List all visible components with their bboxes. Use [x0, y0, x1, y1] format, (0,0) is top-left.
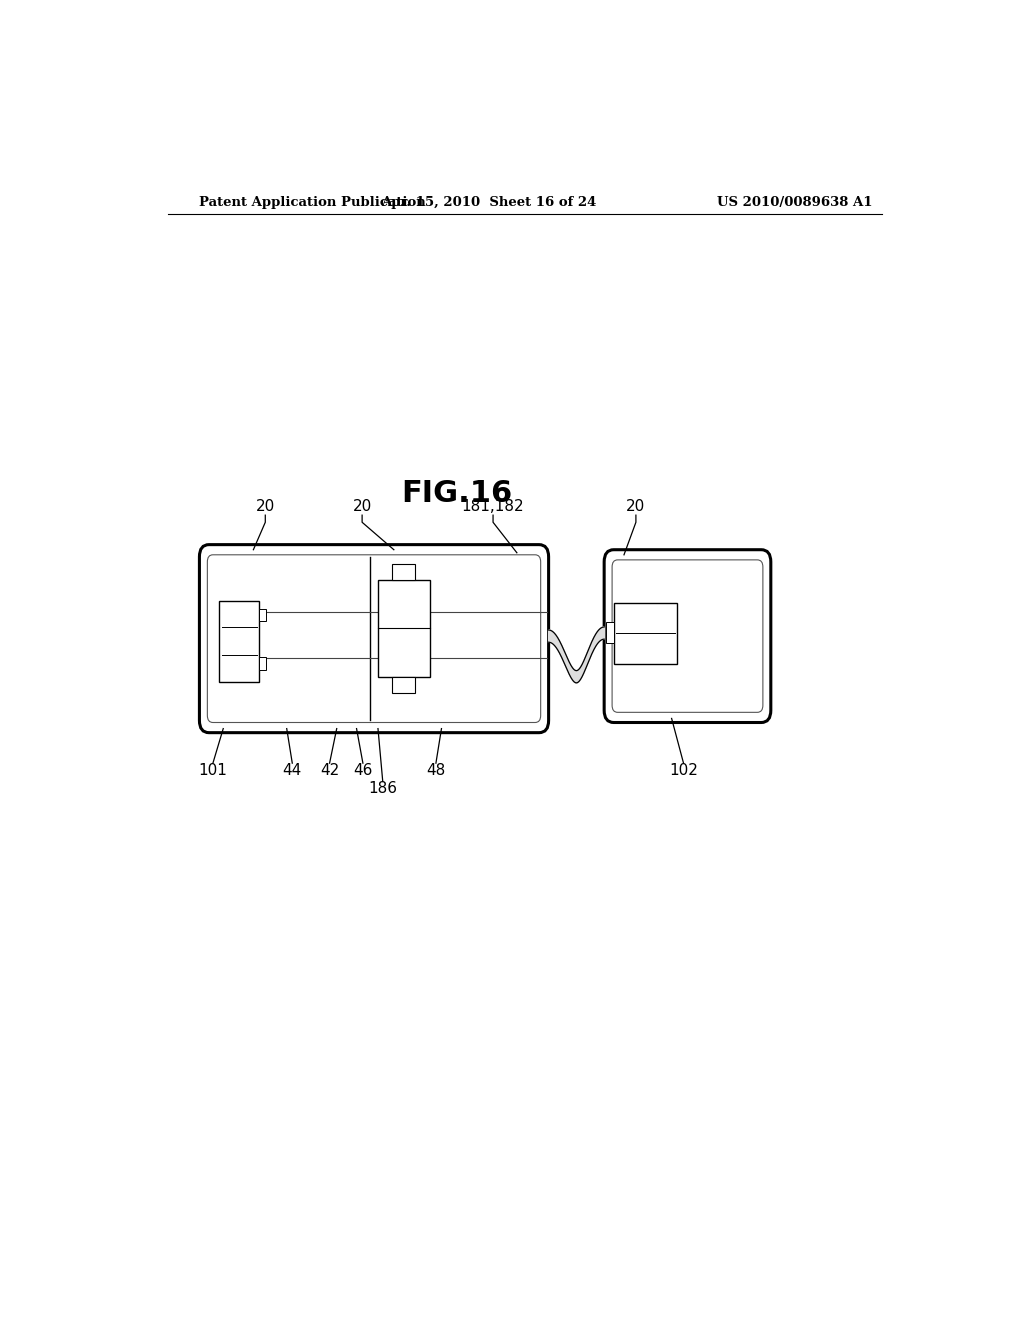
- FancyBboxPatch shape: [200, 545, 549, 733]
- Text: 102: 102: [669, 763, 698, 779]
- Text: 186: 186: [369, 781, 397, 796]
- Text: 44: 44: [283, 763, 302, 779]
- Text: 101: 101: [199, 763, 227, 779]
- Text: 20: 20: [352, 499, 372, 515]
- Bar: [606, 622, 613, 643]
- Bar: [392, 564, 416, 581]
- Bar: [219, 601, 259, 682]
- Text: 46: 46: [353, 763, 373, 779]
- Text: 20: 20: [256, 499, 274, 515]
- Text: 42: 42: [319, 763, 339, 779]
- Bar: [259, 609, 266, 620]
- Bar: [613, 602, 677, 664]
- Bar: [378, 581, 430, 677]
- Bar: [259, 657, 266, 669]
- Text: 48: 48: [426, 763, 445, 779]
- Text: Patent Application Publication: Patent Application Publication: [200, 195, 426, 209]
- Text: 20: 20: [627, 499, 645, 515]
- Bar: [392, 677, 416, 693]
- Text: 181,182: 181,182: [462, 499, 524, 515]
- Text: FIG.16: FIG.16: [401, 479, 513, 508]
- Text: Apr. 15, 2010  Sheet 16 of 24: Apr. 15, 2010 Sheet 16 of 24: [381, 195, 597, 209]
- FancyBboxPatch shape: [604, 549, 771, 722]
- Text: US 2010/0089638 A1: US 2010/0089638 A1: [717, 195, 872, 209]
